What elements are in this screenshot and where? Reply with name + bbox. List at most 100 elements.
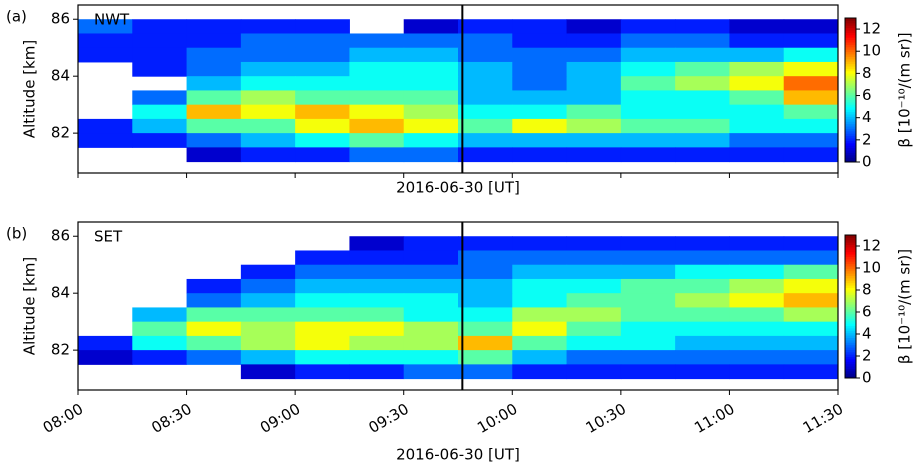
panel-label: (b): [6, 225, 27, 243]
heat-cell: [566, 104, 622, 120]
heat-cell: [620, 293, 676, 308]
heat-cell: [403, 321, 459, 337]
heat-cell: [620, 76, 676, 91]
heat-cell: [566, 90, 622, 106]
colorbar-tick-label: 6: [862, 303, 872, 321]
heat-cell: [295, 147, 350, 163]
colorbar-swatch: [845, 87, 856, 91]
colorbar-swatch: [845, 239, 856, 243]
heat-cell: [186, 335, 242, 351]
heat-cell: [78, 133, 133, 148]
colorbar-label: β [10⁻¹⁰/(m sr)]: [896, 249, 914, 364]
colorbar-swatch: [845, 265, 856, 269]
heat-cell: [675, 364, 730, 380]
heat-cell: [403, 236, 459, 251]
colorbar-swatch: [845, 154, 856, 158]
colorbar-tick-label: 4: [862, 325, 872, 343]
heat-cell: [295, 47, 350, 63]
heat-cell: [512, 133, 568, 148]
heat-cell: [620, 90, 676, 106]
heat-cell: [132, 118, 188, 134]
heat-cell: [349, 278, 405, 294]
heat-cell: [458, 335, 513, 351]
heat-cell: [78, 19, 133, 34]
colorbar-swatch: [845, 270, 856, 274]
colorbar-swatch: [845, 20, 856, 24]
heat-cell: [295, 264, 350, 280]
heat-cell: [620, 350, 676, 365]
colorbar-swatch: [845, 235, 856, 238]
heat-cell: [512, 90, 568, 106]
heat-cell: [675, 236, 730, 251]
heat-cell: [186, 278, 242, 294]
colorbar-swatch: [845, 128, 856, 132]
colorbar-swatch: [845, 320, 856, 324]
heat-cell: [403, 335, 459, 351]
heat-cell: [512, 236, 568, 251]
colorbar-swatch: [845, 138, 856, 141]
heat-cell: [240, 47, 296, 63]
heat-cell: [675, 250, 730, 266]
heat-cell: [349, 61, 405, 77]
heat-cell: [783, 104, 839, 120]
heat-cell: [295, 307, 350, 323]
heat-cell: [566, 61, 622, 77]
heat-cell: [132, 90, 188, 106]
heat-cell: [729, 90, 785, 106]
heat-cell: [675, 61, 730, 77]
colorbar-swatch: [845, 150, 856, 153]
heat-cell: [78, 335, 133, 351]
heat-cell: [729, 147, 785, 163]
heat-cell: [240, 19, 296, 34]
colorbar-tick-label: 10: [862, 259, 881, 277]
heat-cell: [186, 118, 242, 134]
heat-cell: [240, 133, 296, 148]
heat-cell: [78, 350, 133, 365]
heat-cell: [566, 264, 622, 280]
heat-cell: [186, 76, 242, 91]
heat-cell: [566, 236, 622, 251]
heat-cell: [783, 47, 839, 63]
plot-frame: [77, 4, 839, 174]
heat-cell: [512, 118, 568, 134]
heat-cell: [349, 293, 405, 308]
colorbar-tick-label: 6: [862, 86, 872, 104]
colorbar-swatch: [845, 339, 856, 343]
heat-cell: [620, 33, 676, 49]
heat-cell: [295, 61, 350, 77]
colorbar-swatch: [845, 106, 856, 110]
y-tick-label: 86: [51, 227, 70, 245]
heat-cell: [403, 250, 459, 266]
colorbar-swatch: [845, 282, 856, 286]
heat-cell: [512, 250, 568, 266]
heat-cell: [566, 307, 622, 323]
heat-cell: [295, 364, 350, 380]
heat-cell: [458, 33, 513, 49]
heat-cell: [620, 335, 676, 351]
heat-cell: [729, 335, 785, 351]
colorbar-swatch: [845, 294, 856, 298]
colorbar-swatch: [845, 46, 856, 50]
heat-cell: [729, 364, 785, 380]
heat-cell: [458, 293, 513, 308]
colorbar-swatch: [845, 354, 856, 358]
heat-cell: [349, 321, 405, 337]
heat-cell: [783, 147, 839, 163]
heat-cell: [349, 76, 405, 91]
heat-cell: [620, 47, 676, 63]
heat-cell: [295, 90, 350, 106]
heat-cell: [675, 307, 730, 323]
heat-cell: [512, 307, 568, 323]
heat-cell: [132, 350, 188, 365]
colorbar-swatch: [845, 147, 856, 151]
heat-cell: [512, 19, 568, 34]
colorbar-tick-label: 8: [862, 64, 872, 82]
heat-cell: [620, 104, 676, 120]
heat-cell: [729, 293, 785, 308]
colorbar-swatch: [845, 51, 856, 55]
heat-cell: [186, 61, 242, 77]
heat-cell: [403, 61, 459, 77]
heat-cell: [675, 133, 730, 148]
colorbar-swatch: [845, 304, 856, 307]
